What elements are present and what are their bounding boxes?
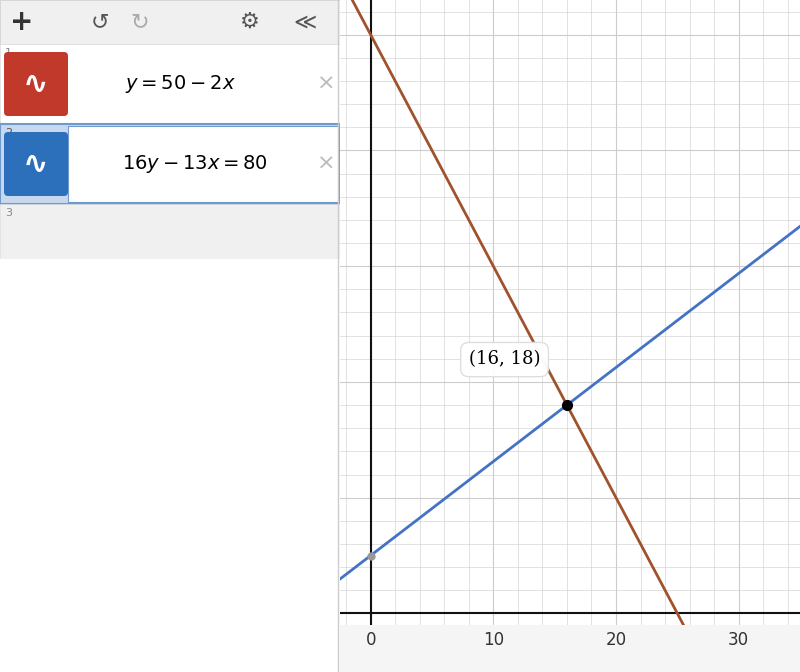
- Text: ×: ×: [317, 74, 335, 94]
- FancyBboxPatch shape: [0, 124, 340, 204]
- FancyBboxPatch shape: [4, 52, 68, 116]
- FancyBboxPatch shape: [4, 132, 68, 196]
- Text: $16y - 13x = 80$: $16y - 13x = 80$: [122, 153, 268, 175]
- FancyBboxPatch shape: [0, 44, 340, 124]
- Text: 2: 2: [5, 128, 12, 138]
- Text: ↻: ↻: [130, 12, 150, 32]
- Text: +: +: [10, 8, 34, 36]
- FancyBboxPatch shape: [0, 204, 340, 259]
- Text: 1: 1: [5, 48, 12, 58]
- Text: ⚙: ⚙: [240, 12, 260, 32]
- FancyBboxPatch shape: [0, 0, 340, 44]
- FancyBboxPatch shape: [0, 259, 340, 672]
- Text: ∿: ∿: [23, 149, 49, 179]
- Text: ≪: ≪: [294, 12, 317, 32]
- Text: ×: ×: [317, 154, 335, 174]
- FancyBboxPatch shape: [68, 126, 338, 202]
- Y-axis label: price: price: [290, 292, 308, 333]
- Text: 3: 3: [5, 208, 12, 218]
- Text: ↺: ↺: [90, 12, 110, 32]
- Text: $y = 50 - 2x$: $y = 50 - 2x$: [125, 73, 235, 95]
- Text: ∿: ∿: [23, 69, 49, 99]
- Text: (16, 18): (16, 18): [469, 351, 540, 368]
